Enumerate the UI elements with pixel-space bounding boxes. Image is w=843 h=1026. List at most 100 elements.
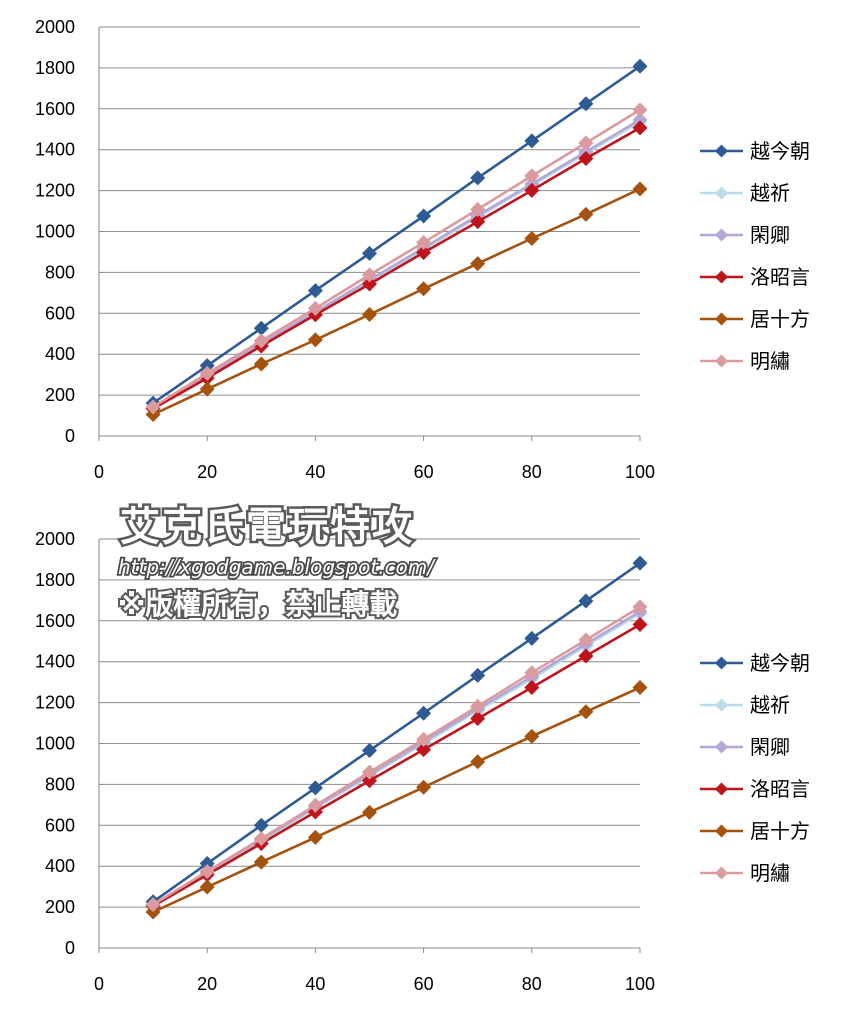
data-point-marker (362, 307, 377, 323)
x-tick-label: 0 (94, 462, 104, 482)
data-point-marker (632, 616, 648, 632)
legend-marker (715, 354, 728, 368)
chart-top: 0 200 400 600 800 1000 1200 1400 1600 1800 2000 0 20… (35, 17, 810, 482)
y-tick-label: 1400 (35, 652, 75, 672)
x-tick-label: 80 (522, 462, 542, 482)
y-tick-label: 1600 (35, 99, 75, 119)
legend-label: 洛昭言 (750, 265, 810, 289)
data-point-marker (470, 170, 486, 186)
legend-marker (715, 824, 728, 838)
series-line (152, 118, 641, 409)
data-point-marker (578, 648, 594, 664)
legend-marker (715, 228, 728, 242)
series-line (152, 562, 641, 903)
series-line (152, 187, 641, 416)
data-point-marker (199, 864, 215, 880)
legend-marker (715, 782, 728, 796)
y-tick-label: 1000 (35, 734, 75, 754)
legend-label: 越祈 (750, 181, 790, 205)
data-point-marker (199, 365, 215, 381)
y-tick-label: 800 (45, 774, 75, 794)
data-point-marker (524, 182, 540, 198)
series-line (152, 65, 641, 405)
data-point-marker (524, 630, 540, 646)
legend-label: 洛昭言 (750, 777, 810, 801)
legend-marker (715, 312, 728, 326)
data-point-marker (524, 230, 540, 246)
y-tick-label: 400 (45, 856, 75, 876)
legend-label: 明繡 (750, 861, 790, 885)
x-tick-label: 100 (625, 462, 655, 482)
data-point-marker (362, 245, 377, 261)
data-point-marker (145, 897, 161, 913)
legend-label: 越今朝 (750, 651, 810, 675)
legend-marker (715, 866, 728, 880)
y-tick-label: 800 (45, 262, 75, 282)
series-line (152, 686, 641, 914)
data-point-marker (632, 112, 648, 128)
data-point-marker (416, 731, 432, 747)
data-point-marker (145, 399, 161, 415)
data-point-marker (632, 102, 648, 118)
series-line (152, 605, 641, 906)
watermark-url: http://xgodgame.blogspot.com/ (118, 555, 436, 579)
y-tick-label: 600 (45, 815, 75, 835)
y-tick-label: 2000 (35, 529, 75, 549)
data-point-marker (470, 754, 486, 770)
data-point-marker (578, 150, 594, 166)
y-tick-label: 0 (65, 426, 75, 446)
data-point-marker (524, 133, 540, 149)
y-tick-label: 600 (45, 303, 75, 323)
data-point-marker (416, 705, 432, 721)
watermark-title: 艾克氏電玩特攻 (120, 504, 414, 550)
data-point-marker (362, 742, 377, 758)
legend-label: 越祈 (750, 693, 790, 717)
data-point-marker (578, 632, 594, 648)
y-tick-label: 2000 (35, 17, 75, 37)
x-tick-label: 20 (197, 462, 217, 482)
data-point-marker (524, 728, 540, 744)
y-tick-label: 1000 (35, 222, 75, 242)
data-point-marker (307, 332, 323, 348)
data-point-marker (307, 797, 323, 813)
legend-label: 居十方 (750, 819, 810, 843)
data-point-marker (632, 58, 648, 74)
data-point-marker (199, 358, 215, 374)
data-point-marker (307, 300, 323, 316)
data-point-marker (578, 206, 594, 222)
data-point-marker (632, 555, 648, 571)
series-line (152, 126, 641, 410)
data-point-marker (632, 120, 648, 136)
data-point-marker (253, 831, 269, 847)
y-tick-label: 0 (65, 938, 75, 958)
y-tick-label: 1800 (35, 58, 75, 78)
watermark: 艾克氏電玩特攻 http://xgodgame.blogspot.com/ ※版… (116, 502, 438, 624)
data-point-marker (253, 854, 269, 870)
data-point-marker (416, 742, 432, 758)
data-point-marker (632, 181, 648, 197)
data-point-marker (416, 235, 432, 251)
y-tick-label: 200 (45, 897, 75, 917)
data-point-marker (578, 704, 594, 720)
x-tick-label: 60 (414, 974, 434, 994)
x-tick-label: 40 (305, 462, 325, 482)
data-point-marker (416, 779, 432, 795)
y-tick-label: 1200 (35, 181, 75, 201)
data-point-marker (632, 599, 648, 615)
y-tick-label: 1200 (35, 693, 75, 713)
data-point-marker (253, 817, 269, 833)
y-tick-label: 400 (45, 344, 75, 364)
data-point-marker (253, 333, 269, 349)
legend-marker (715, 698, 728, 712)
x-tick-label: 40 (305, 974, 325, 994)
data-point-marker (362, 267, 377, 283)
data-point-marker (362, 276, 377, 292)
series-line (152, 108, 641, 409)
legend-label: 越今朝 (750, 139, 810, 163)
data-point-marker (470, 667, 486, 683)
data-point-marker (524, 679, 540, 695)
data-point-marker (470, 201, 486, 217)
data-point-marker (524, 665, 540, 681)
watermark-copyright: ※版權所有，禁止轉載 (118, 588, 397, 621)
